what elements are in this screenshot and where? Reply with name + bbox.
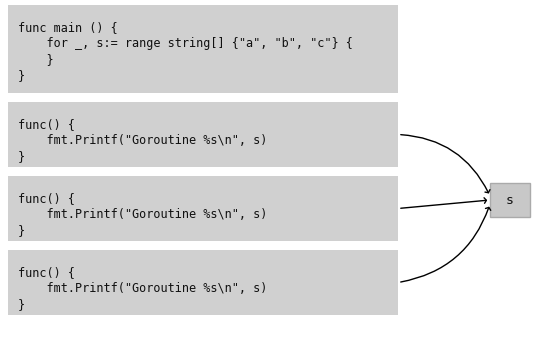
Text: }: } (18, 297, 25, 311)
Text: for _, s:= range string[] {"a", "b", "c"} {: for _, s:= range string[] {"a", "b", "c"… (18, 37, 353, 50)
Text: fmt.Printf("Goroutine %s\n", s): fmt.Printf("Goroutine %s\n", s) (18, 134, 267, 146)
Text: }: } (18, 53, 53, 66)
FancyBboxPatch shape (8, 250, 398, 315)
Text: }: } (18, 150, 25, 163)
FancyBboxPatch shape (8, 5, 398, 93)
Text: func main () {: func main () { (18, 21, 118, 34)
Text: fmt.Printf("Goroutine %s\n", s): fmt.Printf("Goroutine %s\n", s) (18, 208, 267, 221)
FancyBboxPatch shape (490, 183, 530, 217)
Text: }: } (18, 224, 25, 237)
Text: fmt.Printf("Goroutine %s\n", s): fmt.Printf("Goroutine %s\n", s) (18, 282, 267, 295)
Text: func() {: func() { (18, 192, 75, 205)
Text: }: } (18, 69, 25, 82)
Text: func() {: func() { (18, 266, 75, 279)
FancyBboxPatch shape (8, 102, 398, 167)
FancyBboxPatch shape (8, 176, 398, 241)
Text: s: s (506, 194, 514, 207)
Text: func() {: func() { (18, 117, 75, 131)
